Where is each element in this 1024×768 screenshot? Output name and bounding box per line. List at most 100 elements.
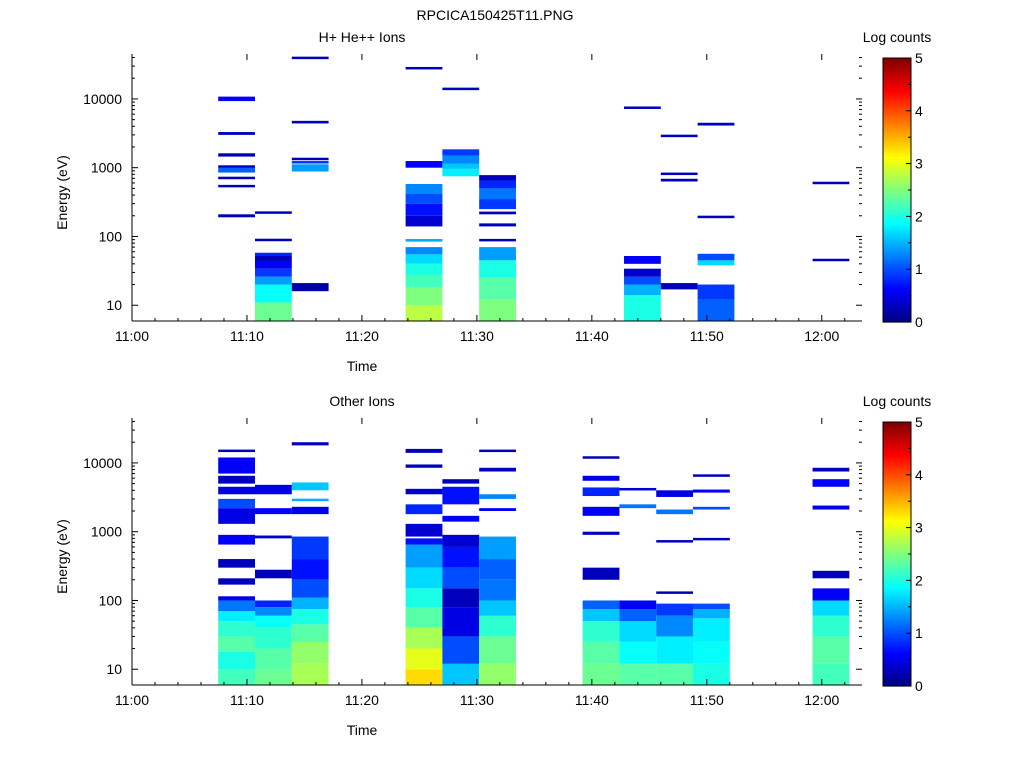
colorbar-swatch [883,274,911,278]
heatmap-cell [582,456,620,459]
heatmap-cell [656,636,694,664]
heatmap-cell [812,467,850,472]
colorbar-swatch [883,501,911,505]
heatmap-cell [255,302,292,321]
colorbar-swatch [883,250,911,254]
x-tick-label: 11:40 [575,692,609,708]
heatmap-cell [479,223,516,227]
colorbar-swatch [883,543,911,547]
colorbar-swatch [883,311,911,315]
colorbar-swatch [883,134,911,138]
y-tick-label: 10 [106,661,122,677]
colorbar-swatch [883,182,911,186]
heatmap-cell [619,487,657,491]
heatmap-cell [442,567,480,589]
colorbar-swatch [883,256,911,260]
colorbar-swatch [883,216,911,220]
colorbar-swatch [883,205,911,210]
y-tick-label: 10000 [83,455,122,471]
heatmap-cell [291,120,329,124]
colorbar-swatch [883,443,911,447]
colorbar-swatch [883,160,911,165]
colorbar-swatch [883,585,911,589]
colorbar-swatch [883,659,911,663]
heatmap-cell [291,506,329,515]
heatmap-cell [291,641,329,664]
colorbar-swatch [883,97,911,101]
y-tick-label: 1000 [91,160,122,176]
colorbar-swatch [883,298,911,302]
colorbar-swatch [883,485,911,489]
colorbar-swatch [883,269,911,273]
colorbar-swatch [883,110,911,115]
colorbar-swatch [883,271,911,276]
heatmap-cell [255,607,292,616]
colorbar-swatch [883,464,911,468]
colorbar-swatch [883,92,911,96]
colorbar-swatch [883,224,911,228]
colorbar-swatch [883,150,911,154]
colorbar-swatch [883,234,911,239]
colorbar-swatch [883,564,911,568]
heatmap-cell [218,669,256,685]
heatmap-cell [218,457,256,474]
colorbar-swatch [883,195,911,199]
colorbar-swatch [883,466,911,471]
colorbar-swatch [883,495,911,500]
colorbar-tick-label: 3 [915,156,923,172]
heatmap-cell [218,559,256,568]
colorbar-label: Log counts [863,29,932,45]
colorbar-swatch [883,432,911,436]
colorbar-swatch [883,522,911,526]
x-tick-label: 11:50 [690,692,724,708]
heatmap-cell [405,544,443,568]
colorbar-swatch [883,203,911,207]
heatmap-cell [660,172,698,176]
colorbar-swatch [883,60,911,64]
colorbar-swatch [883,456,911,460]
heatmap-cell [405,523,443,537]
heatmap-cell [405,305,443,321]
heatmap-cell [405,504,443,515]
heatmap-cell [812,636,850,664]
colorbar-swatch [883,219,911,223]
heatmap-cell [624,256,661,264]
colorbar-swatch [883,548,911,552]
colorbar-swatch [883,569,911,574]
colorbar-swatch [883,451,911,455]
colorbar-swatch [883,179,911,183]
heatmap-cell [582,641,620,664]
heatmap-cell [255,627,292,649]
colorbar-swatch [883,292,911,297]
colorbar-swatch [883,609,911,613]
x-tick-label: 11:00 [115,692,149,708]
x-tick-label: 11:50 [690,328,724,344]
heatmap-cell [693,618,730,642]
colorbar-swatch [883,211,911,215]
heatmap-cell [405,488,443,495]
heatmap-cell [656,615,694,637]
y-tick-label: 100 [99,592,123,608]
colorbar-swatch [883,469,911,473]
heatmap-cell [405,161,443,168]
heatmap-cell [479,199,516,210]
x-tick-label: 11:10 [230,328,264,344]
colorbar-swatch [883,187,911,191]
x-tick-label: 11:20 [345,692,379,708]
heatmap-cell [479,188,516,200]
colorbar-swatch [883,73,911,78]
colorbar-swatch [883,242,911,247]
colorbar-swatch [883,601,911,605]
colorbar: 0 1 2 3 4 5 Log counts [863,29,932,330]
heatmap-cell [405,193,443,204]
heatmap-cell [255,615,292,628]
heatmap-cell [656,603,694,616]
heatmap-cell [693,603,730,610]
heatmap-cell [218,475,256,484]
colorbar-tick-label: 2 [915,208,923,224]
heatmap-cell [624,276,661,285]
heatmap-cell [656,490,694,497]
heatmap-cell [582,506,620,516]
heatmap-cell [255,284,292,303]
